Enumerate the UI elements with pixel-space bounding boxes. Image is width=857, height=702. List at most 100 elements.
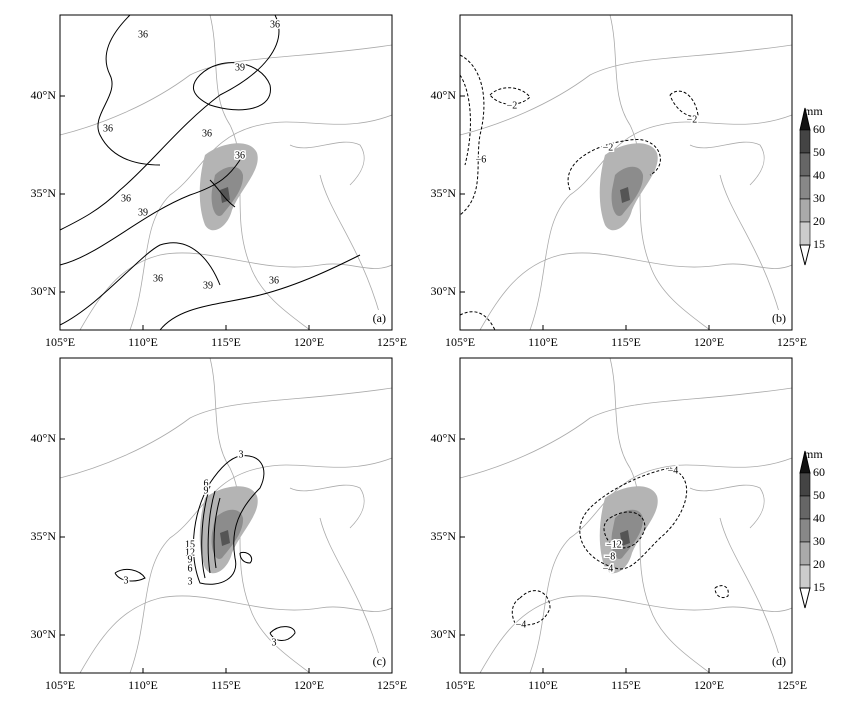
colorbar-segment bbox=[799, 129, 811, 154]
province-border bbox=[689, 141, 765, 186]
contour bbox=[669, 90, 699, 117]
contour bbox=[207, 490, 216, 574]
contour-label: −4 bbox=[516, 619, 527, 630]
colorbar-label: 20 bbox=[813, 557, 825, 571]
precip-shade bbox=[620, 187, 630, 203]
contour bbox=[59, 159, 241, 266]
province-border bbox=[479, 595, 793, 674]
x-tick-label: 105°E bbox=[45, 335, 75, 349]
x-tick-label: 120°E bbox=[694, 678, 724, 692]
map-panel: 36 36 39 36 36 36 36 39 36 39 36 105°E 110°E 115°E 120… bbox=[31, 14, 407, 349]
contour-label: 12 bbox=[185, 547, 195, 558]
contour bbox=[239, 551, 253, 564]
x-tick-label: 125°E bbox=[377, 335, 407, 349]
panel-label: (b) bbox=[772, 311, 786, 325]
province-border bbox=[319, 517, 381, 659]
province-border bbox=[719, 517, 781, 659]
contour bbox=[213, 497, 221, 569]
colorbar-segment bbox=[799, 198, 811, 223]
contour-label: 6 bbox=[204, 478, 209, 489]
label-bg bbox=[362, 653, 388, 669]
colorbar: mm 60 50 40 30 20 15 bbox=[799, 104, 825, 266]
contour-label: 6 bbox=[188, 563, 193, 574]
x-tick-label: 105°E bbox=[445, 678, 475, 692]
y-tick-label: 30°N bbox=[431, 627, 457, 641]
colorbar-cap bbox=[799, 587, 811, 609]
contour bbox=[714, 585, 729, 599]
label-bg bbox=[762, 653, 788, 669]
contour-label: 36 bbox=[202, 128, 212, 139]
colorbar-segment bbox=[799, 175, 811, 200]
y-tick-label: 40°N bbox=[431, 431, 457, 445]
contour bbox=[603, 511, 646, 549]
x-tick-label: 120°E bbox=[294, 678, 324, 692]
contour-label: 39 bbox=[235, 62, 245, 73]
x-tick-label: 125°E bbox=[777, 335, 807, 349]
province-border bbox=[689, 484, 765, 529]
contour-label: 36 bbox=[269, 275, 279, 286]
x-tick-label: 120°E bbox=[294, 335, 324, 349]
x-tick-label: 110°E bbox=[128, 335, 158, 349]
panel-label: (d) bbox=[772, 654, 786, 668]
contour-label: 3 bbox=[124, 575, 129, 586]
colorbar-label: 40 bbox=[813, 511, 825, 525]
province-border bbox=[479, 252, 793, 331]
province-border bbox=[129, 457, 393, 674]
contour-label: 3 bbox=[188, 576, 193, 587]
x-tick-label: 105°E bbox=[45, 678, 75, 692]
colorbar: mm 60 50 40 30 20 15 bbox=[799, 447, 825, 609]
contour-label: 15 bbox=[185, 539, 195, 550]
x-tick-label: 110°E bbox=[128, 678, 158, 692]
province-border bbox=[459, 387, 793, 479]
precip-shade bbox=[220, 187, 230, 203]
contour bbox=[97, 14, 161, 166]
contour-label: 39 bbox=[203, 280, 213, 291]
precip-shade bbox=[220, 530, 230, 546]
precip-shade bbox=[620, 530, 630, 546]
contour-label: 39 bbox=[138, 207, 148, 218]
x-tick-label: 120°E bbox=[694, 335, 724, 349]
contour-label: 36 bbox=[235, 150, 245, 161]
colorbar-label: 15 bbox=[813, 237, 825, 251]
contour bbox=[192, 62, 271, 111]
contour-label: 3 bbox=[272, 637, 277, 648]
contour bbox=[489, 87, 531, 105]
contour bbox=[269, 626, 296, 641]
contour-label: 36 bbox=[270, 19, 280, 30]
colorbar-segment bbox=[799, 152, 811, 177]
contour-label: 9 bbox=[204, 485, 209, 496]
province-border bbox=[719, 174, 781, 316]
panel-label: (c) bbox=[373, 654, 386, 668]
province-border bbox=[79, 252, 393, 331]
contour bbox=[459, 74, 471, 166]
label-bg bbox=[762, 310, 788, 326]
y-tick-label: 35°N bbox=[31, 186, 57, 200]
colorbar-segment bbox=[799, 541, 811, 566]
x-tick-label: 105°E bbox=[445, 335, 475, 349]
y-tick-label: 30°N bbox=[431, 284, 457, 298]
colorbar-label: 60 bbox=[813, 122, 825, 136]
y-tick-label: 40°N bbox=[431, 88, 457, 102]
province-border bbox=[79, 595, 393, 674]
contour bbox=[209, 179, 236, 208]
x-tick-label: 125°E bbox=[777, 678, 807, 692]
contour bbox=[567, 138, 661, 191]
colorbar-segment bbox=[799, 472, 811, 497]
province-border bbox=[59, 387, 393, 479]
y-tick-label: 35°N bbox=[31, 529, 57, 543]
y-tick-label: 40°N bbox=[31, 88, 57, 102]
contour bbox=[459, 54, 485, 216]
x-tick-label: 110°E bbox=[528, 678, 558, 692]
x-tick-label: 115°E bbox=[211, 678, 241, 692]
colorbar-unit: mm bbox=[804, 447, 823, 461]
colorbar-segment bbox=[799, 495, 811, 520]
province-border bbox=[529, 114, 793, 331]
contour-label: 9 bbox=[188, 554, 193, 565]
x-tick-label: 115°E bbox=[211, 335, 241, 349]
colorbar-segment bbox=[799, 518, 811, 543]
contour bbox=[201, 485, 211, 579]
contour-label: −8 bbox=[605, 551, 616, 562]
contour-label: −6 bbox=[476, 154, 487, 165]
